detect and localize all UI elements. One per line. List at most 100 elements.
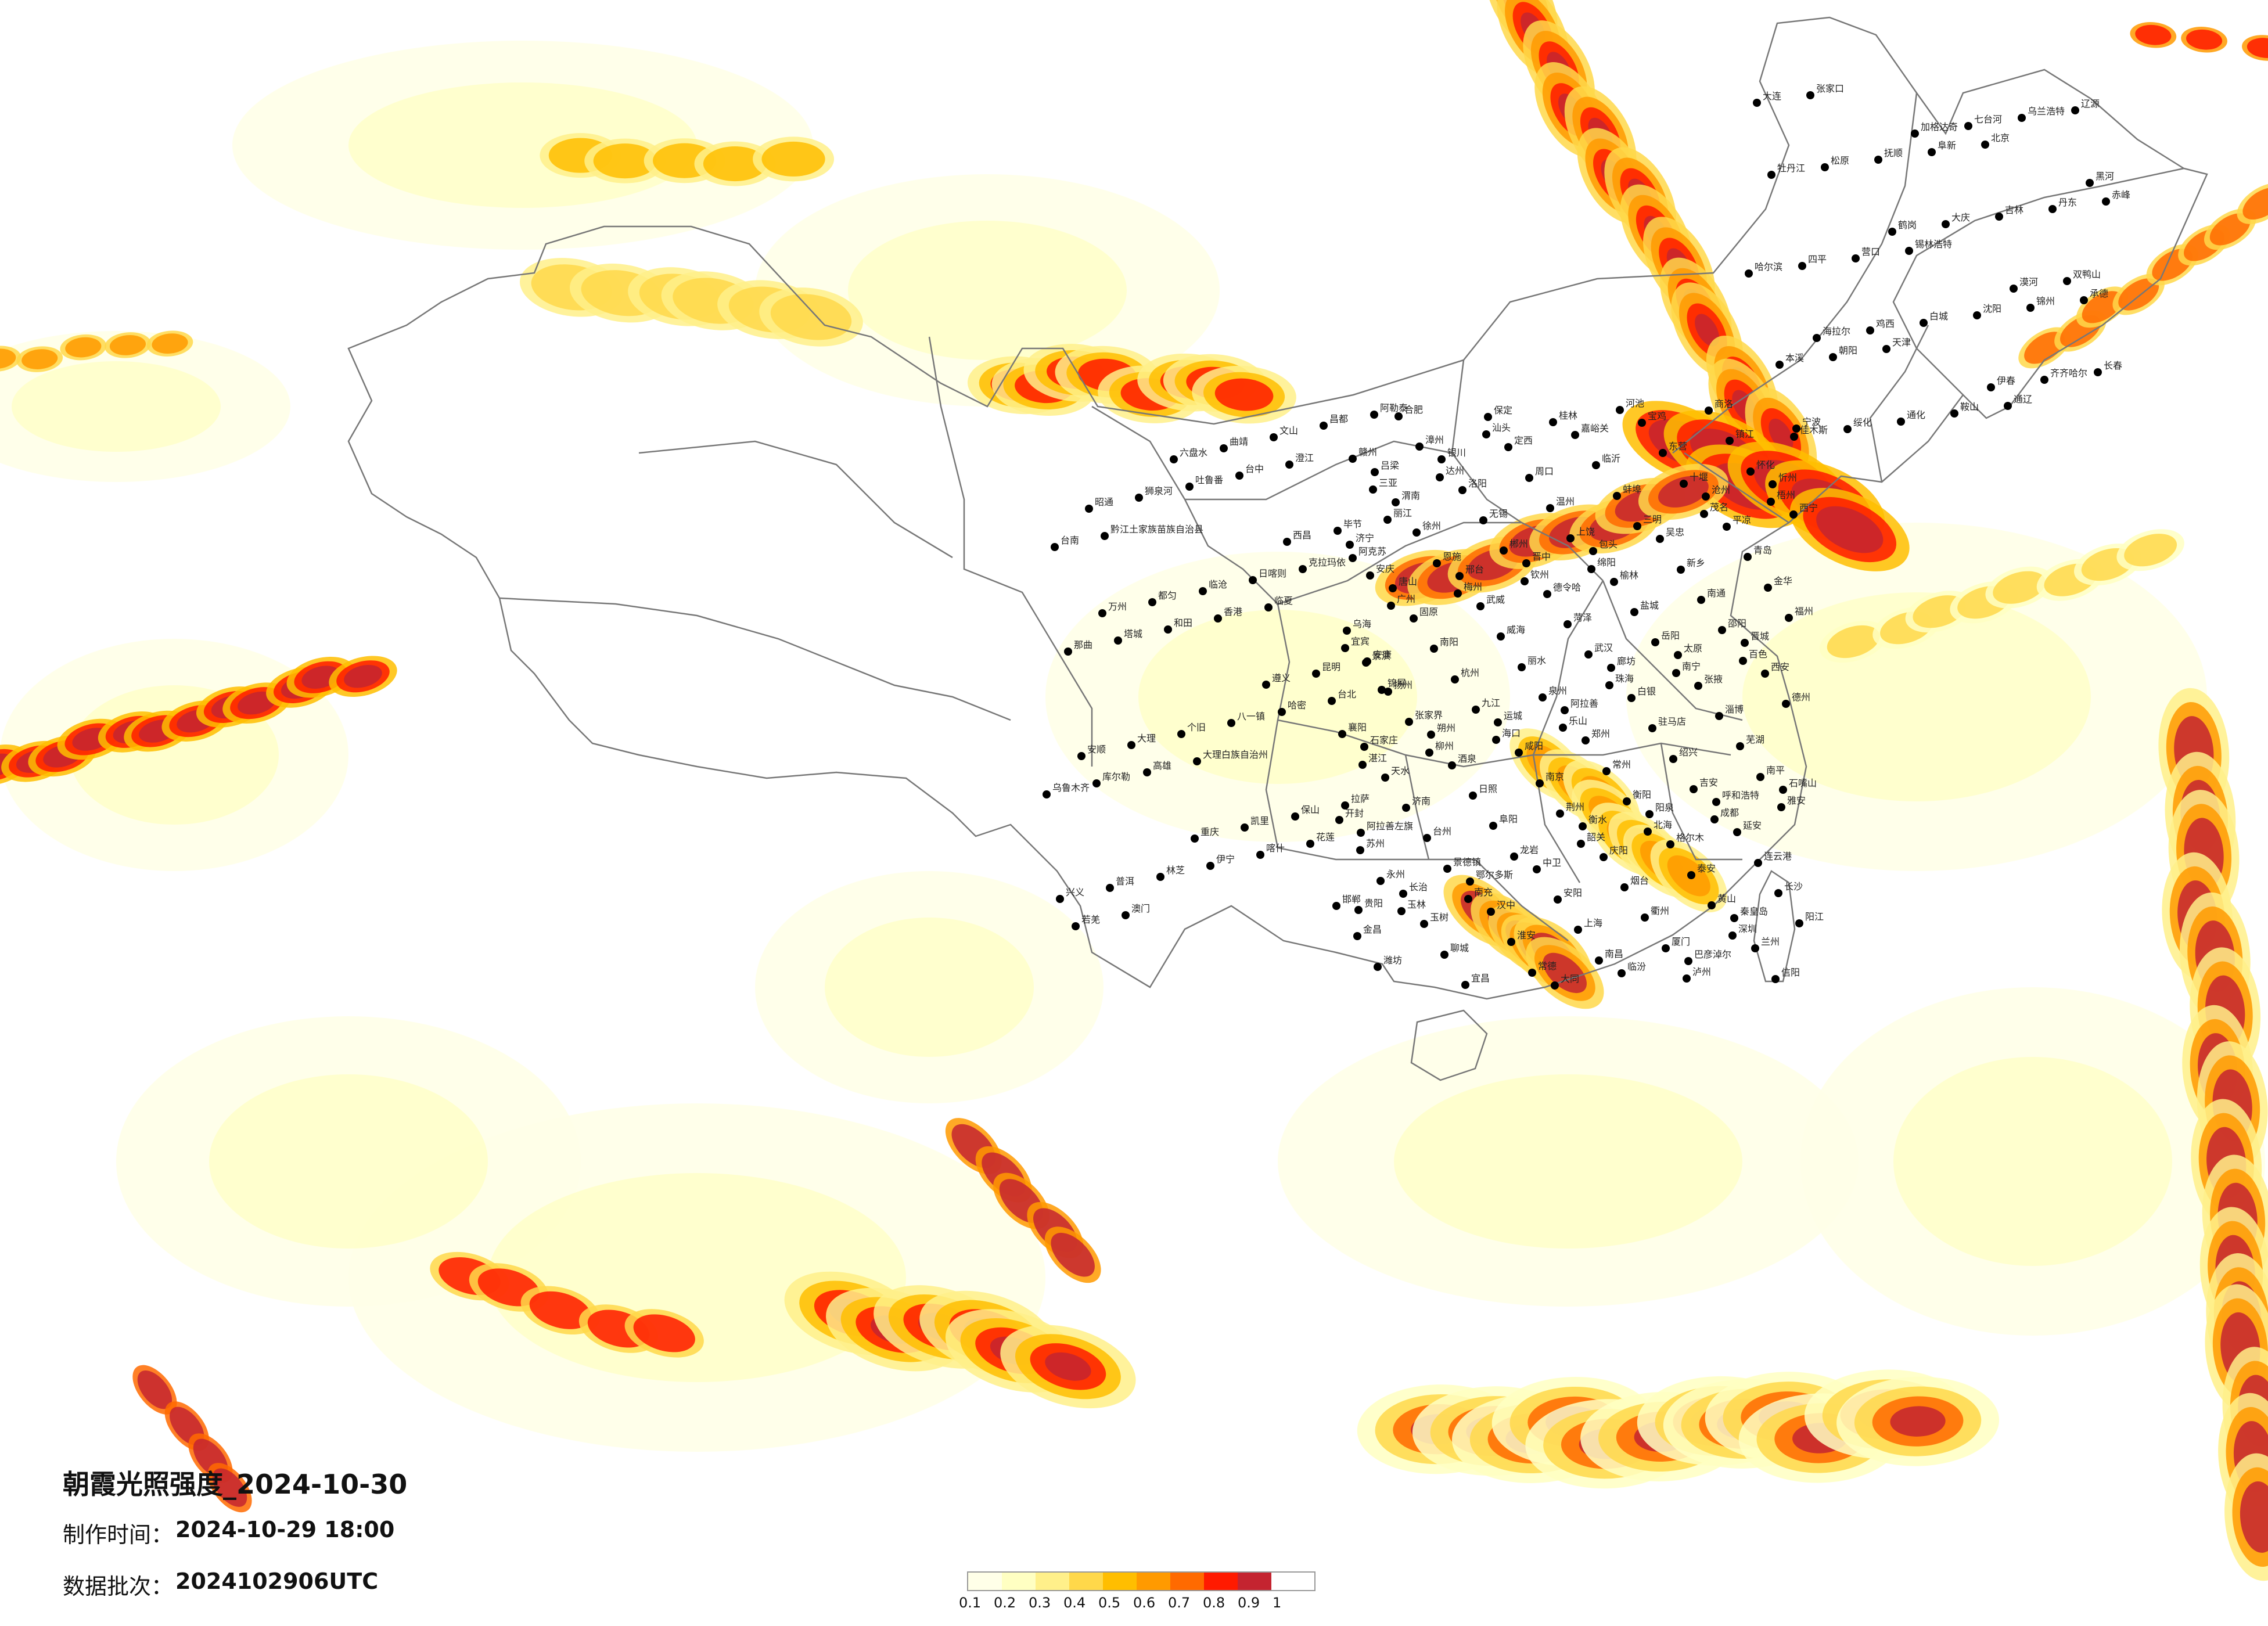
legend-swatch (1069, 1573, 1103, 1590)
city-dot (1666, 840, 1674, 848)
city-label: 台北 (1338, 689, 1356, 700)
city-label: 龙岩 (1520, 844, 1539, 855)
city-dot (1950, 409, 1958, 418)
city-label: 白城 (1929, 311, 1948, 322)
city-dot (1143, 768, 1151, 776)
city-dot (2048, 205, 2057, 213)
city-label: 抚顺 (1884, 148, 1903, 159)
city-dot (1494, 718, 1502, 726)
city-label: 漠河 (2019, 276, 2038, 287)
city-dot (1085, 505, 1093, 513)
city-dot (1043, 790, 1051, 798)
city-label: 海口 (1502, 728, 1521, 739)
city-dot (1064, 647, 1072, 656)
city-label: 钦州 (1530, 569, 1549, 580)
city-dot (1346, 541, 1354, 549)
city-label: 廊坊 (1617, 656, 1636, 667)
city-dot (1399, 890, 1407, 898)
intensity-region (848, 221, 1127, 360)
city-label: 柳州 (1435, 740, 1454, 751)
city-dot (1753, 99, 1761, 107)
city-label: 保定 (1494, 405, 1512, 416)
city-label: 鞍山 (1960, 401, 1979, 412)
city-label: 塔城 (1124, 628, 1142, 639)
city-label: 营口 (1861, 246, 1880, 257)
city-dot (1546, 504, 1554, 512)
city-dot (1241, 823, 1249, 832)
city-dot (1461, 981, 1469, 989)
city-label: 大同 (1561, 973, 1579, 984)
city-dot (1771, 975, 1780, 983)
batch-value: 2024102906UTC (175, 1569, 378, 1600)
city-dot (1410, 614, 1418, 623)
legend-ticks: 0.1 0.2 0.3 0.4 0.5 0.6 0.7 0.8 0.9 1 (967, 1591, 1315, 1614)
city-dot (1077, 752, 1086, 760)
city-dot (1712, 798, 1720, 806)
city-dot (1360, 743, 1368, 751)
city-label: 郴州 (1509, 538, 1528, 549)
city-dot (1270, 433, 1278, 441)
city-label: 丽水 (1527, 655, 1546, 666)
city-dot (1723, 523, 1731, 531)
city-dot (1651, 638, 1659, 646)
city-label: 黑河 (2096, 171, 2114, 182)
legend-tick: 1 (1273, 1595, 1281, 1611)
city-dot (1256, 851, 1264, 859)
city-label: 大连 (1763, 91, 1781, 102)
legend-tick: 0.6 (1133, 1595, 1155, 1611)
city-dot (1549, 418, 1557, 426)
city-label: 蚌埠 (1623, 484, 1641, 495)
city-label: 昆明 (1322, 661, 1340, 672)
city-label: 西宁 (1799, 502, 1818, 513)
city-label: 北海 (1654, 819, 1672, 830)
city-label: 郑州 (1591, 728, 1610, 739)
city-dot (1148, 598, 1156, 606)
city-label: 临沧 (1209, 579, 1227, 590)
city-dot (1630, 608, 1638, 616)
city-dot (1504, 443, 1512, 451)
city-dot (1561, 706, 1569, 714)
city-dot (1249, 576, 1257, 584)
city-label: 青岛 (1753, 545, 1772, 556)
city-dot (1710, 815, 1719, 823)
city-label: 阳泉 (1655, 802, 1674, 813)
city-dot (2040, 376, 2048, 384)
city-label: 漳州 (1425, 434, 1444, 445)
city-label: 承德 (2090, 288, 2108, 299)
city-label: 吉安 (1699, 777, 1718, 788)
city-dot (1306, 840, 1314, 848)
city-label: 包头 (1599, 539, 1618, 550)
city-dot (1371, 468, 1379, 476)
city-label: 六盘水 (1180, 447, 1207, 458)
city-label: 吕梁 (1381, 460, 1399, 471)
city-dot (1518, 663, 1526, 671)
city-label: 泰安 (1697, 863, 1716, 874)
city-label: 双鸭山 (2073, 269, 2101, 280)
city-label: 绍兴 (1679, 747, 1698, 758)
city-label: 忻州 (1778, 472, 1797, 483)
city-dot (1662, 944, 1670, 952)
city-dot (1072, 922, 1080, 930)
city-label: 呼和浩特 (1722, 790, 1759, 801)
city-dot (1756, 773, 1764, 781)
city-label: 岳阳 (1661, 630, 1680, 641)
city-dot (1571, 431, 1579, 439)
city-dot (2086, 179, 2094, 187)
legend-swatch (1103, 1573, 1137, 1590)
batch-label: 数据批次： (63, 1569, 173, 1600)
city-dot (1389, 584, 1397, 592)
city-dot (1607, 664, 1615, 672)
city-dot (1328, 697, 1336, 705)
city-dot (1995, 213, 2003, 221)
city-label: 文山 (1279, 425, 1298, 436)
city-dot (1356, 846, 1364, 854)
city-label: 四平 (1808, 254, 1827, 265)
city-dot (1369, 485, 1377, 494)
city-label: 济宁 (1356, 533, 1374, 544)
city-label: 永州 (1386, 869, 1405, 880)
city-dot (1730, 914, 1738, 922)
city-dot (1334, 527, 1342, 535)
city-label: 阳江 (1805, 911, 1824, 922)
city-label: 凯里 (1250, 815, 1269, 826)
city-dot (1905, 247, 1913, 255)
